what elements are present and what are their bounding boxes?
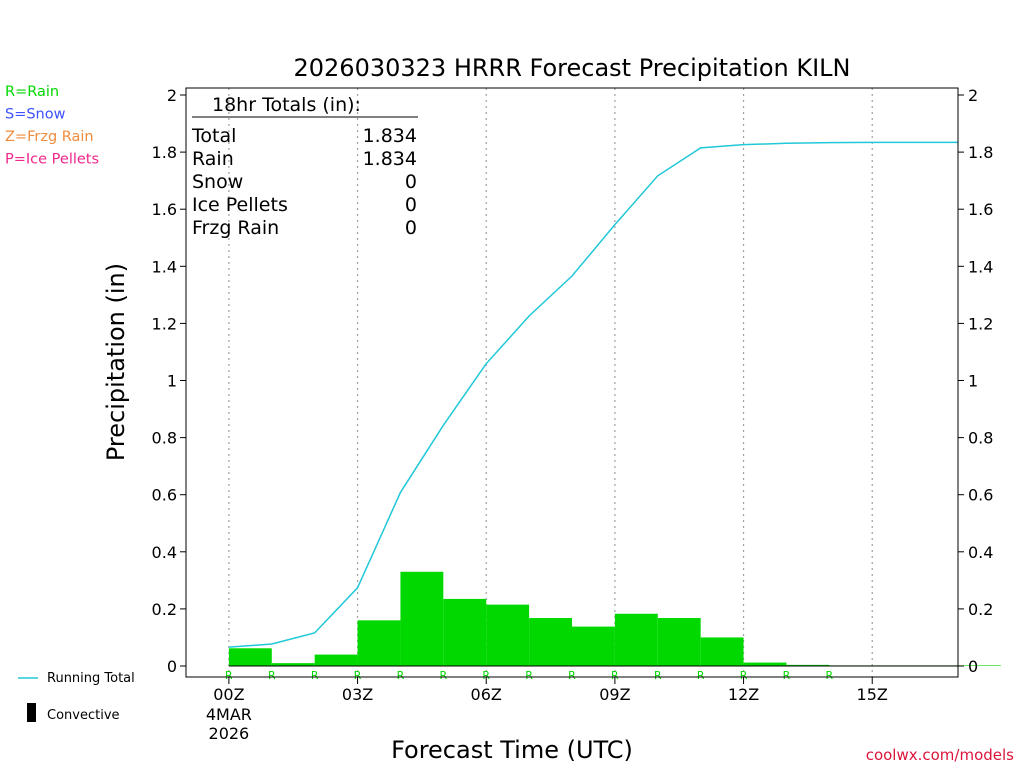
ptype-legend-snow: S=Snow [5,107,66,123]
y-tick-label-left-1.2: 1.2 [152,314,177,333]
totals-value-snow: 0 [405,171,417,193]
x-tick-label-06z: 06Z [471,685,502,704]
x-tick-label-15z: 15Z [857,685,888,704]
y-tick-label-right-1.4: 1.4 [968,257,993,276]
chart-title: 2026030323 HRRR Forecast Precipitation K… [294,54,851,82]
ptype-marker-13: R [783,669,791,682]
totals-label-frzg-rain: Frzg Rain [192,217,279,239]
totals-label-rain: Rain [192,148,234,170]
y-tick-label-left-1.4: 1.4 [152,257,177,276]
precip-bar-5 [443,598,487,666]
plot-frame [185,87,959,678]
totals-value-rain: 1.834 [363,148,417,170]
y-tick-label-right-1.8: 1.8 [968,143,993,162]
totals-label-snow: Snow [192,171,243,193]
ptype-marker-7: R [525,669,533,682]
ptype-marker-2: R [311,669,319,682]
x-tick-label-03z: 03Z [342,685,373,704]
precip-bar-2 [314,654,358,666]
y-tick-label-right-0.6: 0.6 [968,486,993,505]
precip-bar-6 [486,604,530,666]
ptype-marker-12: R [740,669,748,682]
precip-bar-7 [529,618,572,666]
x-tick-label-09z: 09Z [599,685,630,704]
precip-bar-9 [614,613,658,666]
ptype-marker-0: R [225,669,233,682]
precip-bar-8 [572,626,615,666]
y-tick-label-right-1: 1 [968,372,978,391]
bars-layer [228,571,1001,666]
y-tick-label-left-1.8: 1.8 [152,143,177,162]
running-total-layer [228,141,958,648]
precip-bar-11 [700,637,744,666]
ptype-legend-frzg-rain: Z=Frzg Rain [5,129,94,145]
ptype-marker-6: R [482,669,490,682]
ptype-marker-9: R [611,669,619,682]
precip-bar-12 [743,662,787,666]
legend-layer: R=Rain S=Snow Z=Frzg Rain P=Ice Pellets Runn… [5,84,135,723]
y-tick-label-left-0.4: 0.4 [152,543,177,562]
legend-convective-label: Convective [47,708,120,723]
totals-box: 18hr Totals (in): Total 1.834 Rain 1.834 Snow… [191,94,418,239]
x-tick-label-12z: 12Z [728,685,759,704]
axes-layer: 0 00.2 0.20.4 0.40.6 0.60.8 0.81 11.2 1.21.4 1.4… [152,86,994,743]
x-tick-date-year: 2026 [209,724,250,743]
y-tick-label-left-0.2: 0.2 [152,600,177,619]
y-tick-label-left-0: 0 [167,657,177,676]
ptype-marker-14: R [826,669,834,682]
ptype-legend-ice-pellets: P=Ice Pellets [5,152,99,168]
precip-bar-10 [657,618,701,666]
ptype-marker-10: R [654,669,662,682]
y-tick-label-right-0.4: 0.4 [968,543,993,562]
y-tick-label-right-1.2: 1.2 [968,314,993,333]
legend-convective-swatch [27,703,36,722]
precip-bar-0 [228,648,272,666]
totals-value-frzg-rain: 0 [405,217,417,239]
y-tick-label-right-2: 2 [968,86,978,105]
precip-bar-3 [357,620,401,666]
precip-bar-17 [958,665,1001,666]
totals-label-total: Total [191,125,236,147]
ptype-marker-5: R [440,669,448,682]
y-tick-label-left-1.6: 1.6 [152,200,177,219]
y-tick-label-right-0.8: 0.8 [968,429,993,448]
ptype-marker-1: R [268,669,276,682]
legend-running-total-label: Running Total [47,671,135,686]
x-axis-title: Forecast Time (UTC) [391,736,633,764]
totals-header: 18hr Totals (in): [212,94,361,116]
ptype-marker-8: R [568,669,576,682]
totals-value-total: 1.834 [363,125,417,147]
y-tick-label-right-0: 0 [968,657,978,676]
y-tick-label-left-1: 1 [167,372,177,391]
credit-text: coolwx.com/models [866,746,1014,764]
precip-bar-1 [271,663,315,666]
y-tick-label-left-0.8: 0.8 [152,429,177,448]
y-tick-label-right-0.2: 0.2 [968,600,993,619]
y-tick-label-left-0.6: 0.6 [152,486,177,505]
y-tick-label-right-1.6: 1.6 [968,200,993,219]
ptype-marker-3: R [354,669,362,682]
x-tick-label-00z: 00Z [213,685,244,704]
y-axis-title: Precipitation (in) [102,263,130,461]
y-tick-label-left-2: 2 [167,86,177,105]
ptype-marker-11: R [697,669,705,682]
precip-bar-13 [786,664,830,666]
ptype-legend-rain: R=Rain [5,84,59,100]
x-tick-date-day: 4MAR [206,705,252,724]
totals-label-ice-pellets: Ice Pellets [192,194,288,216]
ptype-marker-4: R [397,669,405,682]
grid-layer [228,88,873,677]
running-total-line [228,141,958,648]
precip-bar-4 [400,571,444,666]
totals-value-ice-pellets: 0 [405,194,417,216]
